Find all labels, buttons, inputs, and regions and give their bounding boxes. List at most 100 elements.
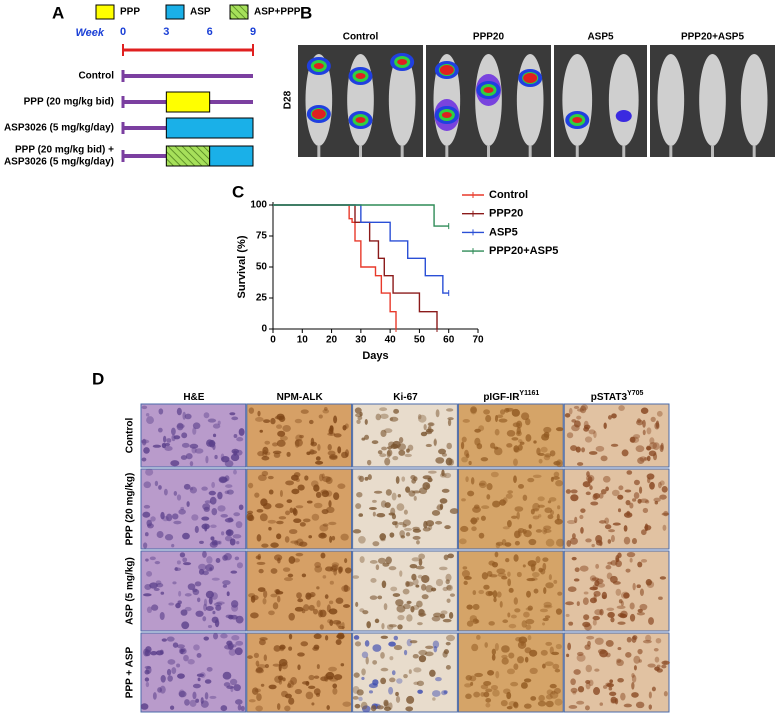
cell-nucleus (418, 553, 426, 560)
cell-nucleus (152, 692, 157, 700)
legend-label: ASP5 (489, 226, 518, 238)
cell-nucleus (329, 425, 334, 433)
cell-nucleus (316, 600, 321, 608)
cell-nucleus (234, 556, 240, 561)
row-label: D28 (283, 90, 294, 109)
cell-nucleus (388, 512, 396, 516)
cell-nucleus (498, 418, 508, 423)
cell-nucleus (461, 570, 470, 578)
cell-nucleus (337, 446, 342, 454)
cell-nucleus (480, 457, 489, 462)
cell-nucleus (231, 416, 239, 421)
cell-nucleus (393, 408, 400, 414)
cell-nucleus (605, 652, 611, 658)
cell-nucleus (240, 705, 245, 712)
cell-nucleus (176, 644, 185, 649)
cell-nucleus (476, 443, 483, 450)
cell-nucleus (403, 509, 408, 515)
cell-nucleus (505, 407, 514, 412)
cell-nucleus (418, 414, 427, 423)
cell-nucleus (466, 604, 473, 610)
cell-nucleus (425, 443, 432, 448)
cell-nucleus (171, 667, 177, 675)
cell-nucleus (413, 495, 417, 501)
cell-nucleus (176, 494, 182, 501)
cell-nucleus (229, 412, 236, 416)
cell-nucleus (383, 603, 388, 611)
cell-nucleus (568, 407, 573, 415)
cell-nucleus (631, 674, 637, 683)
cell-nucleus (566, 653, 570, 658)
cell-nucleus (204, 692, 209, 700)
x-axis-title: Days (362, 350, 388, 362)
cell-nucleus (555, 480, 564, 487)
cell-nucleus (354, 407, 362, 414)
cell-nucleus (425, 430, 433, 435)
cell-nucleus (318, 609, 323, 618)
cell-nucleus (372, 511, 376, 517)
cell-nucleus (574, 516, 578, 524)
cell-nucleus (335, 597, 344, 604)
cell-nucleus (167, 659, 176, 665)
cell-nucleus (448, 611, 454, 619)
cell-nucleus (520, 412, 530, 421)
cell-nucleus (527, 477, 535, 483)
cell-nucleus (523, 678, 532, 683)
cell-nucleus (355, 503, 362, 509)
cell-nucleus (290, 677, 297, 685)
cell-nucleus (470, 681, 474, 686)
cell-nucleus (631, 673, 635, 678)
cell-nucleus (545, 641, 553, 646)
x-tick-label: 60 (443, 335, 455, 346)
cell-nucleus (172, 581, 177, 585)
cell-nucleus (310, 441, 318, 447)
y-axis-title: Survival (%) (236, 235, 248, 298)
cell-nucleus (344, 558, 348, 564)
cell-nucleus (461, 456, 468, 463)
cell-nucleus (637, 648, 643, 655)
cell-nucleus (171, 427, 176, 436)
cell-nucleus (192, 427, 197, 435)
cell-nucleus (223, 553, 232, 561)
cell-nucleus (566, 519, 576, 525)
cell-nucleus (417, 414, 422, 420)
cell-nucleus (277, 430, 286, 437)
cell-nucleus (174, 567, 182, 571)
cell-nucleus (178, 509, 186, 515)
cell-nucleus (267, 475, 274, 480)
cell-nucleus (204, 524, 208, 532)
cell-nucleus (146, 416, 154, 425)
cell-nucleus (390, 586, 398, 592)
cell-nucleus (217, 420, 221, 425)
cell-nucleus (543, 426, 552, 433)
cell-nucleus (386, 446, 393, 450)
cell-nucleus (381, 623, 385, 630)
cell-nucleus (636, 611, 646, 616)
cell-nucleus (181, 621, 190, 630)
cell-nucleus (291, 488, 300, 495)
cell-nucleus (445, 457, 453, 466)
cell-nucleus (329, 619, 334, 626)
cell-nucleus (254, 688, 262, 693)
cell-nucleus (553, 471, 560, 478)
cell-nucleus (543, 604, 553, 609)
cell-nucleus (184, 413, 192, 420)
cell-nucleus (257, 451, 265, 457)
cell-nucleus (636, 584, 641, 589)
cell-nucleus (439, 503, 444, 510)
cell-nucleus (528, 538, 537, 546)
mouse (516, 54, 544, 146)
cell-nucleus (485, 702, 491, 708)
cell-nucleus (540, 649, 548, 656)
cell-nucleus (472, 590, 477, 596)
cell-nucleus (639, 486, 643, 494)
cell-nucleus (288, 612, 295, 621)
cell-nucleus (322, 409, 330, 414)
cell-nucleus (408, 490, 416, 497)
cell-nucleus (292, 507, 297, 515)
cell-nucleus (551, 651, 560, 656)
axis-title: Week (75, 27, 104, 39)
cell-nucleus (208, 490, 216, 496)
cell-nucleus (532, 502, 540, 511)
cell-nucleus (159, 612, 165, 620)
